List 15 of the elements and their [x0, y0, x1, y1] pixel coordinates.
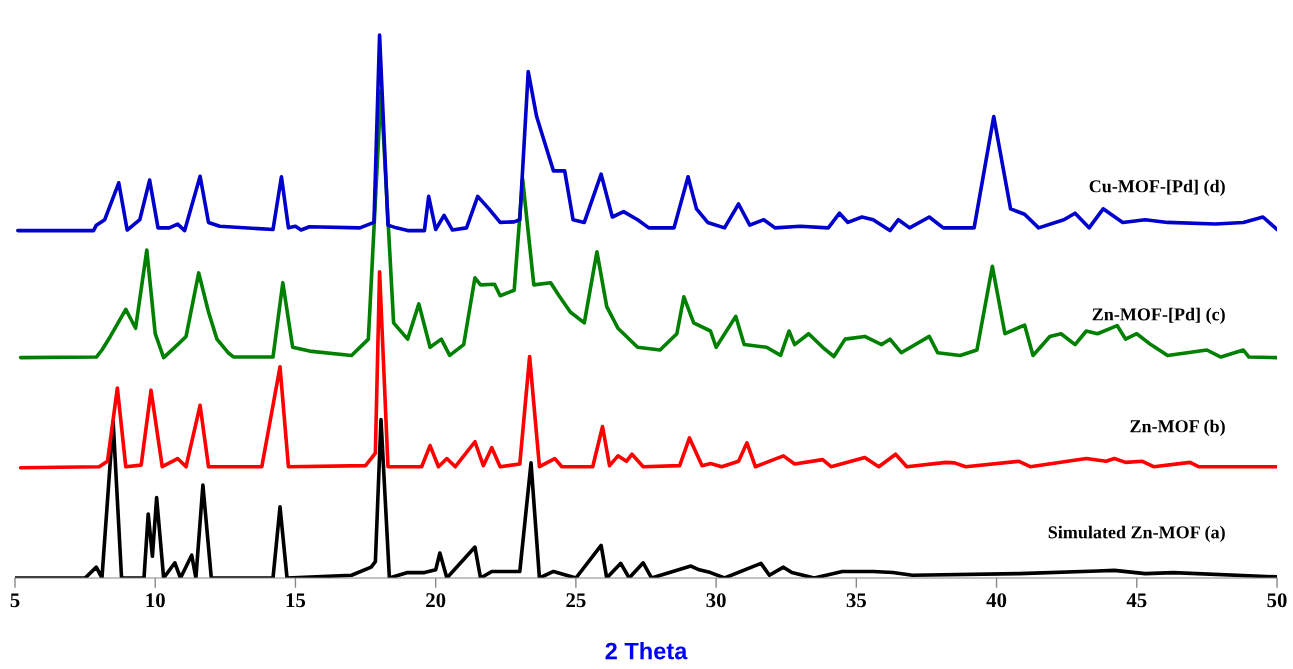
x-tick-label: 5 — [10, 593, 20, 608]
x-tick-label: 35 — [846, 593, 866, 608]
series-label: Zn-MOF (b) — [1130, 419, 1225, 437]
x-axis-title: 2 Theta — [605, 642, 688, 660]
series-label: Zn-MOF-[Pd] (c) — [1092, 307, 1225, 325]
x-tick-label: 50 — [1267, 593, 1287, 608]
x-tick-label: 25 — [566, 593, 586, 608]
x-tick-label: 20 — [426, 593, 446, 608]
x-tick-label: 45 — [1126, 593, 1147, 608]
x-tick-label: 15 — [286, 593, 306, 608]
x-tick-label: 30 — [706, 593, 726, 608]
x-tick-label: 40 — [986, 593, 1007, 608]
series-label: Cu-MOF-[Pd] (d) — [1089, 179, 1225, 197]
series-label: Simulated Zn-MOF (a) — [1048, 525, 1225, 543]
x-tick-label: 10 — [146, 593, 165, 608]
